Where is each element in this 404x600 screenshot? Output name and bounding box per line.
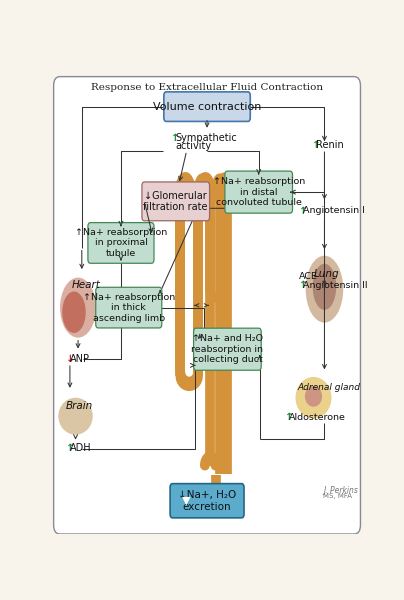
Ellipse shape — [60, 278, 96, 338]
Text: ↑: ↑ — [285, 412, 294, 422]
Text: Lung: Lung — [314, 269, 339, 279]
Text: ACE: ACE — [299, 272, 318, 281]
Circle shape — [175, 190, 186, 208]
Text: Sympathetic: Sympathetic — [176, 133, 238, 143]
Ellipse shape — [62, 292, 86, 333]
Text: Angiotensin II: Angiotensin II — [303, 281, 368, 290]
FancyBboxPatch shape — [54, 77, 360, 534]
Circle shape — [175, 191, 186, 208]
FancyBboxPatch shape — [194, 328, 261, 370]
FancyBboxPatch shape — [142, 182, 210, 221]
Text: ↑: ↑ — [65, 443, 74, 452]
Text: Volume contraction: Volume contraction — [153, 101, 261, 112]
Text: ↑: ↑ — [299, 206, 308, 215]
Text: ↑Na+ reabsorption
in proximal
tubule: ↑Na+ reabsorption in proximal tubule — [75, 228, 167, 258]
Text: ▼: ▼ — [183, 496, 191, 506]
Circle shape — [171, 185, 190, 213]
Text: Angiotensin I: Angiotensin I — [303, 206, 365, 215]
Text: ANP: ANP — [70, 355, 90, 364]
Text: ↓Glomerular
filtration rate: ↓Glomerular filtration rate — [143, 191, 208, 212]
Text: Renin: Renin — [316, 140, 344, 149]
Text: ↑: ↑ — [299, 280, 308, 290]
FancyBboxPatch shape — [88, 223, 154, 263]
Ellipse shape — [305, 386, 322, 407]
FancyBboxPatch shape — [225, 171, 292, 213]
Text: ↑Na+ reabsorption
in distal
convoluted tubule: ↑Na+ reabsorption in distal convoluted t… — [213, 177, 305, 207]
Text: Brain: Brain — [65, 401, 93, 411]
Ellipse shape — [306, 256, 343, 323]
Text: Aldosterone: Aldosterone — [289, 413, 346, 422]
FancyBboxPatch shape — [170, 484, 244, 518]
Text: MS, MFA: MS, MFA — [323, 493, 352, 499]
FancyBboxPatch shape — [164, 92, 250, 121]
Text: ↑: ↑ — [312, 140, 321, 149]
Text: ↓: ↓ — [65, 355, 74, 364]
Bar — [160, 173, 260, 488]
FancyBboxPatch shape — [96, 287, 162, 328]
Circle shape — [172, 186, 189, 212]
Text: ↑Na+ and H₂O
reabsorption in
collecting duct: ↑Na+ and H₂O reabsorption in collecting … — [191, 334, 263, 364]
Text: J. Perkins: J. Perkins — [323, 485, 358, 494]
Ellipse shape — [313, 264, 336, 310]
Text: Adrenal gland: Adrenal gland — [298, 383, 361, 392]
Text: ↑: ↑ — [171, 133, 180, 143]
Text: Response to Extracellular Fluid Contraction: Response to Extracellular Fluid Contract… — [91, 83, 323, 92]
Text: Heart: Heart — [72, 280, 101, 290]
Ellipse shape — [58, 398, 93, 434]
Ellipse shape — [295, 377, 332, 419]
Text: ↑Na+ reabsorption
in thick
ascending limb: ↑Na+ reabsorption in thick ascending lim… — [83, 293, 175, 323]
Text: ↓Na+, H₂O
excretion: ↓Na+, H₂O excretion — [178, 490, 236, 512]
Text: ADH: ADH — [70, 443, 92, 452]
Text: activity: activity — [176, 141, 212, 151]
